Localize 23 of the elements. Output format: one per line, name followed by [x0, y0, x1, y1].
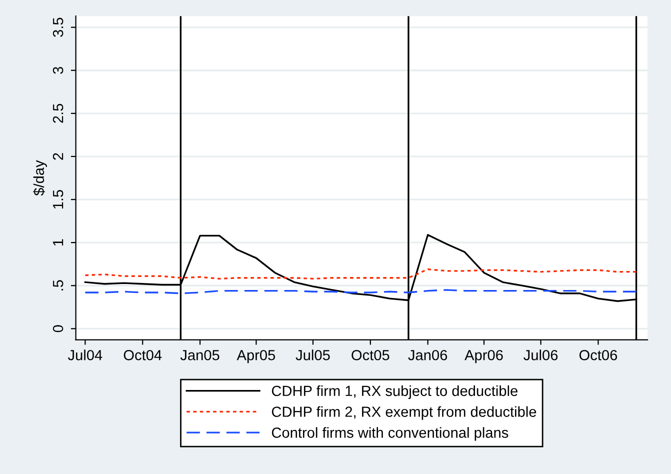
x-tick-label: Jul06: [524, 350, 558, 360]
x-tick-label: Apr06: [464, 350, 503, 364]
y-tick-label: 2: [52, 153, 64, 160]
y-tick-label: 1: [53, 239, 64, 246]
y-tick-label: .5: [53, 280, 64, 290]
y-tick-label: 3: [52, 66, 64, 74]
line-series: [84, 268, 638, 280]
x-tick-label: Oct05: [352, 350, 390, 360]
legend-label: CDHP firm 2, RX exempt from deductible: [272, 406, 536, 420]
legend-label: CDHP firm 1, RX subject to deductible: [272, 385, 518, 399]
y-tick-label: 2.5: [52, 104, 64, 123]
x-tick-label: Apr05: [236, 350, 276, 364]
y-tick-label: 0: [52, 325, 64, 332]
x-tick-label: Jan06: [408, 350, 448, 360]
x-tick-label: Jul04: [68, 350, 102, 360]
y-tick-label: 3.5: [52, 18, 64, 37]
x-tick-label: Oct06: [579, 350, 618, 360]
x-tick-label: Oct04: [124, 350, 162, 360]
legend-label: Control firms with conventional plans: [272, 427, 508, 441]
y-axis-title: $/day: [33, 160, 47, 196]
x-tick-label: Jul05: [296, 350, 330, 360]
x-tick-label: Jan05: [180, 350, 220, 360]
y-tick-label: 1.5: [53, 190, 64, 209]
